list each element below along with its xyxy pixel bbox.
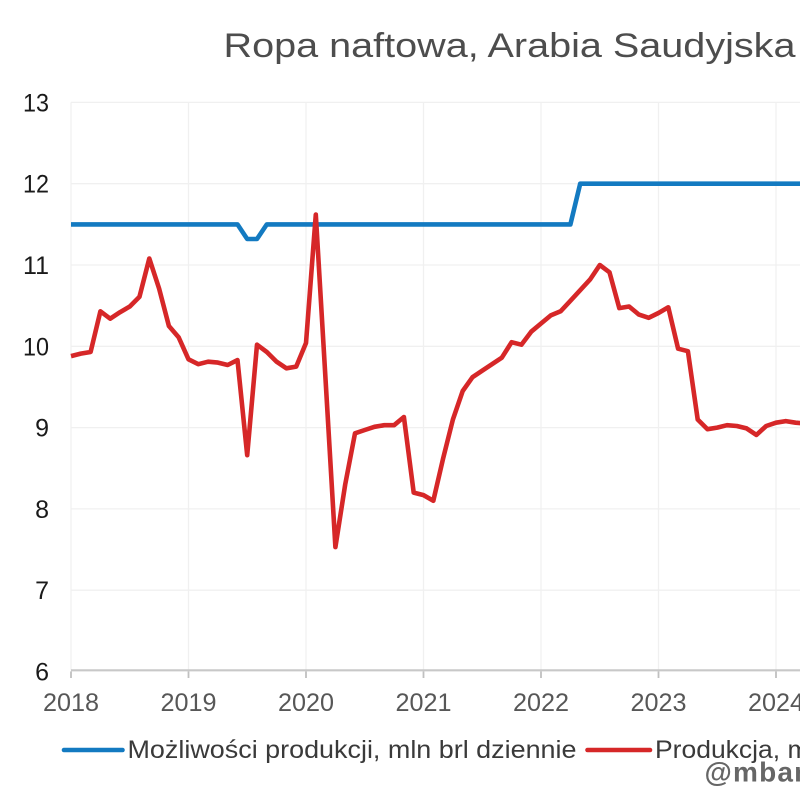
svg-text:6: 6: [35, 659, 49, 687]
svg-text:11: 11: [23, 252, 49, 280]
svg-text:2020: 2020: [278, 689, 334, 717]
svg-text:10: 10: [23, 333, 49, 361]
svg-text:9: 9: [35, 415, 49, 443]
svg-text:12: 12: [23, 171, 49, 199]
svg-text:@mbank_research: @mbank_research: [705, 757, 800, 788]
svg-text:2022: 2022: [513, 689, 569, 717]
svg-text:Możliwości produkcji, mln brl: Możliwości produkcji, mln brl dziennie: [128, 736, 577, 764]
svg-text:2018: 2018: [43, 689, 99, 717]
svg-text:13: 13: [23, 89, 49, 117]
svg-text:7: 7: [35, 577, 49, 605]
svg-text:Produkcja, mln brl dziennie: Produkcja, mln brl dziennie: [655, 736, 800, 764]
svg-text:Ropa naftowa, Arabia Saudyjska: Ropa naftowa, Arabia Saudyjska: [224, 27, 796, 65]
svg-text:8: 8: [35, 496, 49, 524]
svg-text:2021: 2021: [396, 689, 452, 717]
svg-text:2024: 2024: [748, 689, 800, 717]
svg-text:2023: 2023: [631, 689, 687, 717]
svg-text:2019: 2019: [161, 689, 217, 717]
